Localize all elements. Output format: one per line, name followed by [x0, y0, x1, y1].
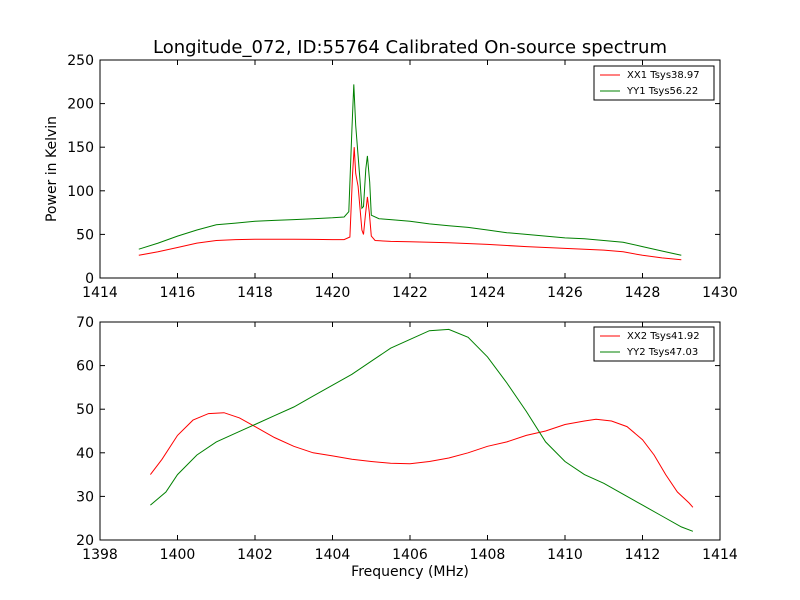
y-tick-label: 150	[67, 140, 94, 156]
x-tick-label: 1420	[315, 285, 351, 301]
top-y-axis-label: Power in Kelvin	[44, 116, 60, 222]
x-tick-label: 1416	[160, 285, 196, 301]
x-tick-label: 1412	[625, 547, 661, 563]
x-tick-label: 1404	[315, 547, 351, 563]
x-tick-label: 1430	[702, 285, 738, 301]
x-tick-label: 1410	[547, 547, 583, 563]
x-tick-label: 1418	[237, 285, 273, 301]
bottom-x-axis-label: Frequency (MHz)	[351, 564, 469, 580]
y-tick-label: 100	[67, 184, 94, 200]
x-tick-label: 1408	[470, 547, 506, 563]
top-legend-box	[593, 65, 715, 101]
top-legend: XX1 Tsys38.97 YY1 Tsys56.22	[593, 65, 715, 101]
y-tick-label: 60	[76, 359, 94, 375]
x-tick-label: 1424	[470, 285, 506, 301]
x-tick-label: 1402	[237, 547, 273, 563]
x-tick-label: 1428	[625, 285, 661, 301]
y-tick-label: 50	[76, 402, 94, 418]
bottom-plot: 1398 1400 1402 1404 1406 1408 1410 1412 1414 20 30…	[76, 315, 738, 580]
x-tick-label: 1406	[392, 547, 428, 563]
series-line-yy2	[150, 328, 694, 532]
y-tick-label: 50	[76, 227, 94, 243]
x-tick-label: 1414	[82, 285, 118, 301]
series-line-xx1	[138, 147, 682, 261]
y-tick-label: 20	[76, 533, 94, 549]
series-line-yy1	[138, 84, 682, 256]
y-tick-label: 250	[67, 53, 94, 69]
bottom-legend-label-yy2: YY2 Tsys47.03	[626, 347, 698, 358]
bottom-legend-box	[593, 326, 715, 362]
top-legend-label-yy1: YY1 Tsys56.22	[626, 86, 698, 97]
bottom-legend-label-xx2: XX2 Tsys41.92	[627, 331, 700, 342]
y-tick-label: 0	[85, 271, 94, 287]
top-plot: 1414 1416 1418 1420 1422 1424 1426 1428 1430 0 50 1…	[44, 53, 738, 301]
y-tick-label: 30	[76, 489, 94, 505]
x-tick-label: 1426	[547, 285, 583, 301]
series-line-xx2	[150, 412, 694, 508]
y-tick-label: 70	[76, 315, 94, 331]
y-tick-label: 200	[67, 97, 94, 113]
top-legend-label-xx1: XX1 Tsys38.97	[627, 70, 700, 81]
x-tick-label: 1398	[82, 547, 118, 563]
chart-title: Longitude_072, ID:55764 Calibrated On-so…	[153, 37, 667, 58]
x-tick-label: 1400	[160, 547, 196, 563]
bottom-legend: XX2 Tsys41.92 YY2 Tsys47.03	[593, 326, 715, 362]
y-tick-label: 40	[76, 446, 94, 462]
x-tick-label: 1422	[392, 285, 428, 301]
x-tick-label: 1414	[702, 547, 738, 563]
